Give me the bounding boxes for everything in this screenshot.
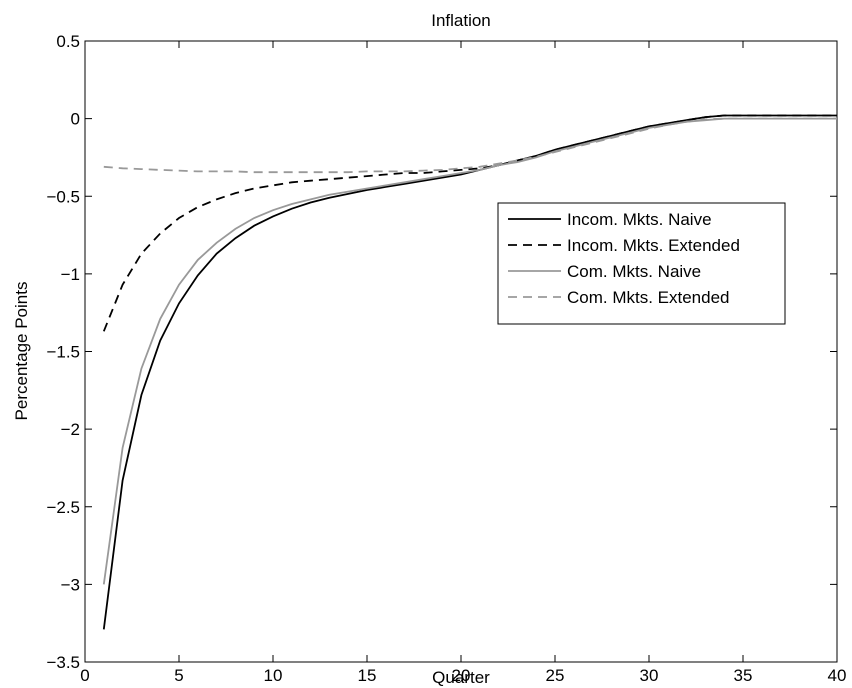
x-tick-label: 0	[80, 666, 89, 685]
series-line-2	[102, 114, 837, 332]
y-axis-label: Percentage Points	[12, 282, 31, 421]
legend: Incom. Mkts. Naive Incom. Mkts. Extended C…	[497, 202, 786, 325]
x-tick-label: 5	[174, 666, 183, 685]
y-tick-label: 0	[71, 110, 80, 129]
y-tick-label: 0.5	[56, 32, 80, 51]
x-tick-label: 25	[546, 666, 565, 685]
y-tick-label: −1.5	[46, 343, 80, 362]
legend-label-3: Com. Mkts. Naive	[567, 262, 701, 281]
plot-area	[84, 40, 838, 663]
x-axis: 0 5 10 15 20 25 30 35 40	[80, 41, 846, 685]
y-tick-label: −0.5	[46, 187, 80, 206]
y-tick-label: −2	[61, 420, 80, 439]
y-tick-label: −3.5	[46, 653, 80, 672]
x-tick-label: 35	[734, 666, 753, 685]
legend-label-1: Incom. Mkts. Naive	[567, 210, 712, 229]
y-axis: 0.5 0 −0.5 −1 −1.5 −2 −2.5 −3 −3.5	[46, 32, 837, 672]
y-tick-label: −2.5	[46, 498, 80, 517]
series-line-4	[103, 117, 837, 174]
x-tick-label: 10	[264, 666, 283, 685]
x-tick-label: 30	[640, 666, 659, 685]
legend-label-4: Com. Mkts. Extended	[567, 288, 730, 307]
legend-label-2: Incom. Mkts. Extended	[567, 236, 740, 255]
x-tick-label: 40	[828, 666, 847, 685]
chart-title: Inflation	[431, 11, 491, 30]
legend-box	[497, 202, 786, 325]
x-axis-label: Quarter	[432, 668, 490, 687]
x-tick-label: 20	[452, 666, 471, 685]
series-lines	[102, 114, 837, 630]
x-tick-label: 15	[358, 666, 377, 685]
y-tick-label: −1	[61, 265, 80, 284]
y-tick-label: −3	[61, 575, 80, 594]
